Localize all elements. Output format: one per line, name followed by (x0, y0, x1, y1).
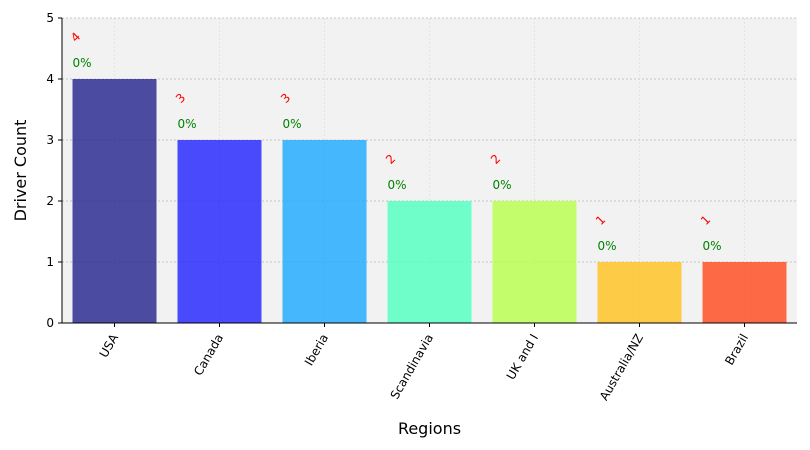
bar-australia-nz (597, 262, 682, 323)
x-tick-label: Iberia (302, 332, 331, 369)
y-tick-label: 3 (46, 133, 54, 147)
x-tick-label: Canada (191, 332, 226, 379)
bar-usa (72, 79, 157, 323)
bar-uk-and-i (492, 201, 577, 323)
x-axis-title: Regions (398, 419, 461, 438)
axes (58, 17, 797, 327)
y-tick-label: 2 (46, 194, 54, 208)
bar-iberia (282, 140, 367, 323)
x-tick-label: Brazil (722, 332, 751, 368)
y-tick-label: 5 (46, 11, 54, 25)
percent-label: 0% (703, 239, 722, 253)
x-tick-label: USA (97, 331, 122, 360)
percent-label: 0% (178, 117, 197, 131)
percent-label: 0% (388, 178, 407, 192)
bars (72, 79, 787, 323)
percent-label: 0% (493, 178, 512, 192)
x-tick-label: UK and I (504, 332, 541, 383)
y-tick-label: 0 (46, 316, 54, 330)
y-tick-label: 4 (46, 72, 54, 86)
percent-label: 0% (598, 239, 617, 253)
percent-label: 0% (73, 56, 92, 70)
y-tick-label: 1 (46, 255, 54, 269)
bar-brazil (702, 262, 787, 323)
x-tick-label: Scandinavia (388, 332, 437, 402)
y-axis-title: Driver Count (11, 120, 30, 222)
percent-label: 0% (283, 117, 302, 131)
x-tick-labels: USA Canada Iberia Scandinavia UK and I Austra… (97, 331, 752, 403)
y-tick-labels: 0 1 2 3 4 5 (46, 11, 54, 330)
x-tick-label: Australia/NZ (597, 332, 646, 403)
bar-canada (177, 140, 262, 323)
bar-scandinavia (387, 201, 472, 323)
